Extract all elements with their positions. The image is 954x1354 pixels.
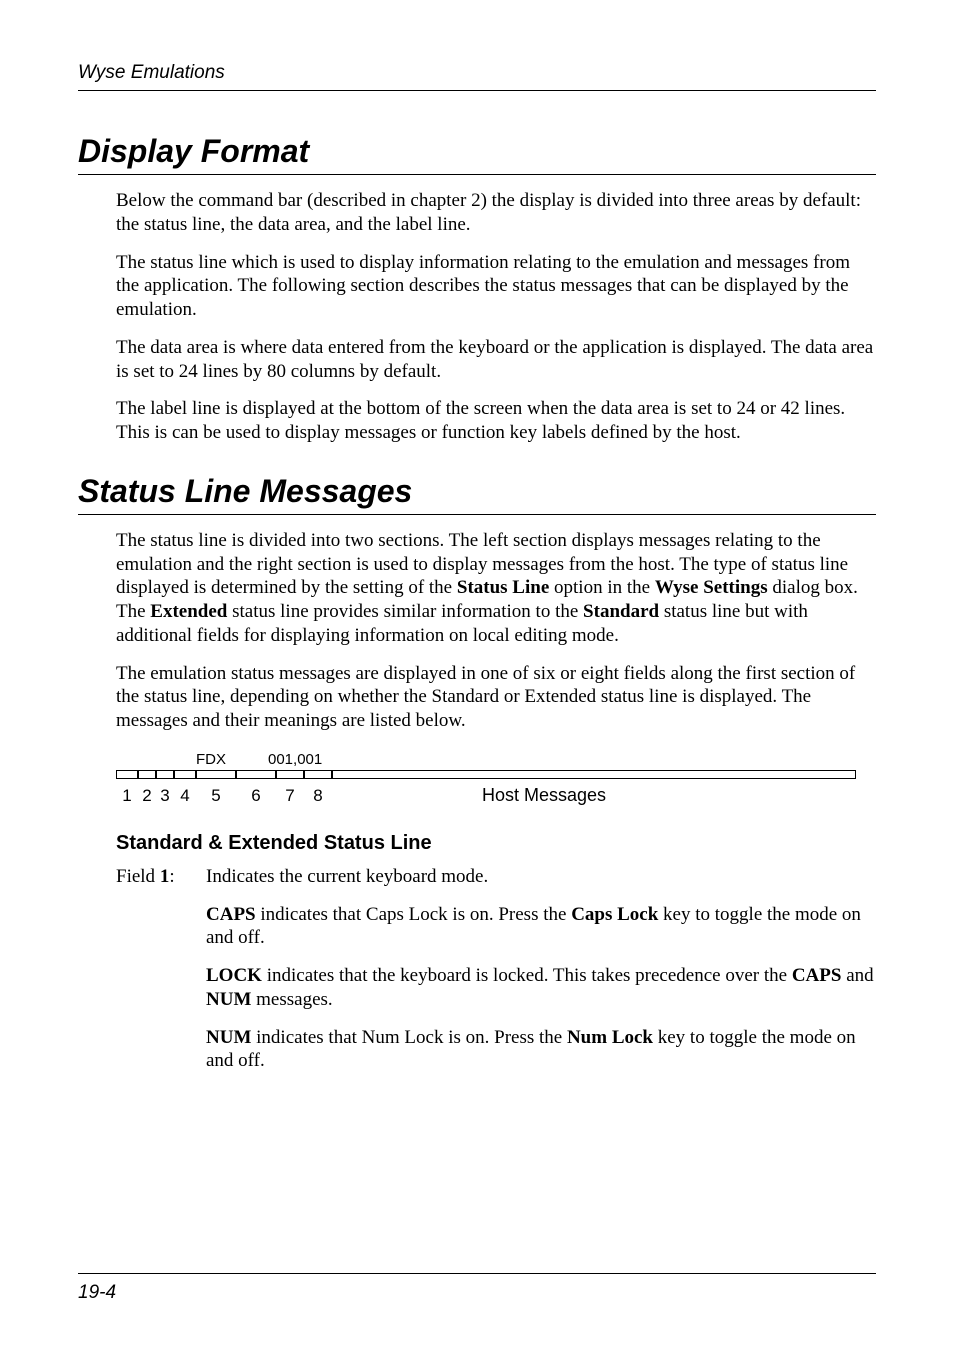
diagram-host-messages: Host Messages bbox=[482, 785, 606, 806]
para: The data area is where data entered from… bbox=[116, 336, 876, 384]
text: option in the bbox=[549, 577, 655, 598]
text: indicates that Num Lock is on. Press the bbox=[251, 1027, 567, 1048]
para: The status line is divided into two sect… bbox=[116, 529, 876, 648]
diag-num: 4 bbox=[174, 786, 196, 806]
text: indicates that the keyboard is locked. T… bbox=[262, 965, 792, 986]
bold: CAPS bbox=[792, 965, 842, 986]
diag-num: 3 bbox=[156, 786, 174, 806]
text: Field bbox=[116, 866, 160, 887]
text: : bbox=[169, 866, 174, 887]
bold: Standard bbox=[583, 601, 659, 622]
field-1-block: Field 1: Indicates the current keyboard … bbox=[116, 865, 876, 1087]
section-title-display-format: Display Format bbox=[78, 133, 876, 175]
bold: Caps Lock bbox=[571, 904, 658, 925]
bold: Wyse Settings bbox=[655, 577, 768, 598]
diag-num: 6 bbox=[236, 786, 276, 806]
diag-num: 5 bbox=[196, 786, 236, 806]
diagram-label-coord: 001,001 bbox=[268, 751, 322, 768]
diagram-top-row: FDX 001,001 bbox=[116, 751, 856, 771]
diag-num: 2 bbox=[138, 786, 156, 806]
para: The label line is displayed at the botto… bbox=[116, 397, 876, 445]
bold: Num Lock bbox=[567, 1027, 653, 1048]
text: status line provides similar information… bbox=[227, 601, 583, 622]
subheading-standard-extended: Standard & Extended Status Line bbox=[116, 832, 876, 855]
field-1-body: Indicates the current keyboard mode. CAP… bbox=[206, 865, 876, 1087]
diagram-label-fdx: FDX bbox=[196, 751, 226, 768]
text: and bbox=[841, 965, 873, 986]
section1-body: Below the command bar (described in chap… bbox=[116, 189, 876, 445]
para: LOCK indicates that the keyboard is lock… bbox=[206, 964, 876, 1012]
bold: LOCK bbox=[206, 965, 262, 986]
page-footer: 19-4 bbox=[78, 1273, 876, 1304]
para: The status line which is used to display… bbox=[116, 251, 876, 322]
bold: Extended bbox=[150, 601, 227, 622]
bold: NUM bbox=[206, 1027, 251, 1048]
para: NUM indicates that Num Lock is on. Press… bbox=[206, 1026, 876, 1074]
status-line-diagram: FDX 001,001 1 2 3 4 5 6 7 8 Host Message… bbox=[116, 751, 856, 806]
diag-num: 1 bbox=[116, 786, 138, 806]
diag-num: 8 bbox=[304, 786, 332, 806]
field-1-label: Field 1: bbox=[116, 865, 206, 1087]
diagram-numbers: 1 2 3 4 5 6 7 8 Host Messages bbox=[116, 785, 856, 806]
bold: NUM bbox=[206, 989, 251, 1010]
text: indicates that Caps Lock is on. Press th… bbox=[256, 904, 572, 925]
page: Wyse Emulations Display Format Below the… bbox=[0, 0, 954, 1354]
para: The emulation status messages are displa… bbox=[116, 662, 876, 733]
para: CAPS indicates that Caps Lock is on. Pre… bbox=[206, 903, 876, 951]
bold: Status Line bbox=[457, 577, 549, 598]
section2-body: The status line is divided into two sect… bbox=[116, 529, 876, 733]
diagram-ruler bbox=[116, 771, 856, 785]
bold: 1 bbox=[160, 866, 170, 887]
section-title-status-line-messages: Status Line Messages bbox=[78, 473, 876, 515]
text: messages. bbox=[251, 989, 332, 1010]
para: Indicates the current keyboard mode. bbox=[206, 865, 876, 889]
para: Below the command bar (described in chap… bbox=[116, 189, 876, 237]
diag-num: 7 bbox=[276, 786, 304, 806]
bold: CAPS bbox=[206, 904, 256, 925]
running-head: Wyse Emulations bbox=[78, 62, 876, 91]
